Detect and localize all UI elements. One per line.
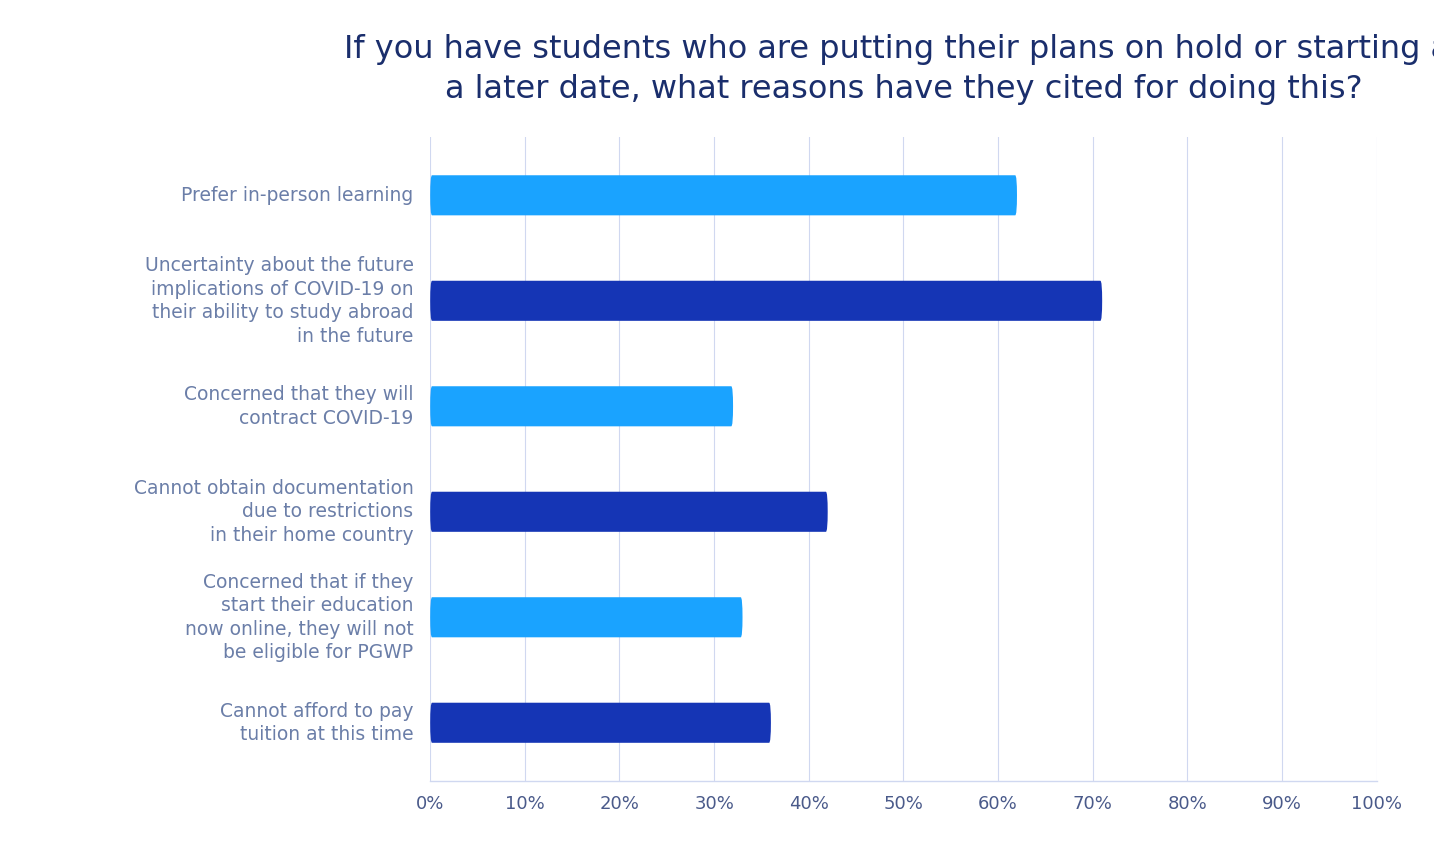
FancyBboxPatch shape <box>430 703 771 743</box>
FancyBboxPatch shape <box>430 175 1017 215</box>
FancyBboxPatch shape <box>430 386 733 426</box>
FancyBboxPatch shape <box>430 597 743 637</box>
FancyBboxPatch shape <box>430 492 827 532</box>
FancyBboxPatch shape <box>430 281 1103 321</box>
Title: If you have students who are putting their plans on hold or starting at
a later : If you have students who are putting the… <box>344 33 1434 106</box>
